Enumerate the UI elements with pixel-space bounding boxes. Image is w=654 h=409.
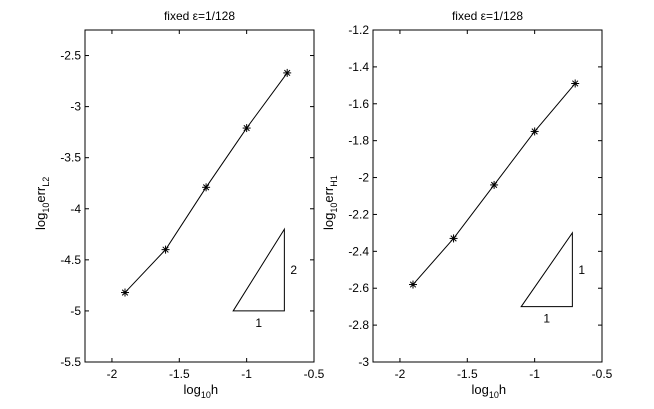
chart-1-x-tick-label: -1.5 bbox=[169, 367, 190, 381]
chart-1-marker-stroke bbox=[121, 289, 129, 296]
chart-1-y-axis-label: log10errL2 bbox=[33, 177, 51, 230]
chart-2-triangle-run-label: 1 bbox=[543, 312, 550, 326]
chart-1-x-tick-label: -0.5 bbox=[304, 367, 325, 381]
chart-2-marker-stroke bbox=[409, 281, 417, 288]
chart-1-y-tick-label: -4 bbox=[70, 202, 81, 216]
chart-2-y-axis-label: log10errH1 bbox=[321, 175, 339, 230]
chart-2-marker-stroke bbox=[572, 80, 579, 87]
chart-2-y-tick-label: -2.6 bbox=[348, 281, 369, 295]
chart-1-y-tick-label: -5 bbox=[70, 304, 81, 318]
chart-2-y-label-main: err bbox=[321, 186, 336, 203]
chart-2-y-tick-label: -2.2 bbox=[348, 207, 369, 221]
chart-2-data-point bbox=[571, 79, 580, 88]
chart-2-y-label-base: log bbox=[321, 213, 336, 230]
chart-1-marker-stroke bbox=[202, 184, 210, 191]
chart-2-y-tick-label: -2.8 bbox=[348, 318, 369, 332]
chart-2-y-tick-label: -1.2 bbox=[348, 23, 369, 37]
chart-2-y-tick-label: -3 bbox=[358, 355, 369, 369]
chart-1-data-point bbox=[121, 288, 130, 297]
chart-1-x-tick-label: -1 bbox=[241, 367, 252, 381]
chart-2-y-tick-label: -1.4 bbox=[348, 60, 369, 74]
chart-2-marker-stroke bbox=[490, 181, 498, 189]
chart-2-y-label-sub: 10 bbox=[329, 203, 339, 213]
chart-1-x-axis-label: log10h bbox=[184, 382, 219, 400]
chart-1-y-label-base: log bbox=[33, 213, 48, 230]
chart-1-group: fixed ε=1/128 -2 -1.5 -1 -0.5 -5.5 -5 -4.5 -4 -3.… bbox=[33, 9, 325, 400]
chart-1-x-label-main: h bbox=[211, 382, 218, 397]
chart-2-y-tick-label: -1.6 bbox=[348, 97, 369, 111]
chart-2-triangle-rise-label: 1 bbox=[578, 263, 585, 277]
chart-1-marker-stroke bbox=[284, 69, 291, 77]
chart-2-title: fixed ε=1/128 bbox=[452, 9, 523, 23]
chart-1-y-label-sub: 10 bbox=[41, 203, 51, 213]
chart-1-triangle-run-label: 1 bbox=[255, 316, 262, 330]
chart-1-triangle-rise-label: 2 bbox=[290, 263, 297, 277]
chart-2-data-point bbox=[409, 280, 418, 289]
chart-1-x-label-base: log bbox=[184, 382, 201, 397]
chart-1-data-point bbox=[202, 183, 211, 192]
chart-1-marker-stroke bbox=[243, 124, 250, 132]
chart-1-data-point bbox=[283, 68, 292, 77]
chart-2-y-label-sub2: H1 bbox=[329, 175, 339, 187]
chart-1-x-tick-label: -2 bbox=[107, 367, 118, 381]
chart-2-y-tick-label: -2 bbox=[358, 171, 369, 185]
chart-2-x-label-sub: 10 bbox=[489, 390, 499, 400]
chart-1-y-tick-label: -4.5 bbox=[60, 253, 81, 267]
chart-1-y-tick-label: -2.5 bbox=[60, 49, 81, 63]
chart-2-x-axis-label: log10h bbox=[472, 382, 507, 400]
chart-1-y-label-main: err bbox=[33, 186, 48, 203]
chart-2-marker-stroke bbox=[450, 235, 457, 242]
chart-2-x-tick-label: -2 bbox=[395, 367, 406, 381]
chart-1-y-tick-label: -3.5 bbox=[60, 151, 81, 165]
chart-2-data-point bbox=[530, 127, 539, 136]
chart-1-plot-frame bbox=[84, 29, 315, 363]
chart-1-y-label-sub2: L2 bbox=[41, 177, 51, 187]
chart-1-data-point bbox=[242, 124, 251, 133]
chart-1-slope-triangle bbox=[232, 227, 285, 312]
chart-1-data-point bbox=[161, 245, 170, 254]
chart-1-y-tick-label: -3 bbox=[70, 100, 81, 114]
chart-2-x-label-main: h bbox=[499, 382, 506, 397]
chart-1-y-tick-label: -5.5 bbox=[60, 355, 81, 369]
chart-2-x-tick-label: -1 bbox=[529, 367, 540, 381]
chart-2-slope-triangle bbox=[520, 231, 573, 308]
chart-2-data-point bbox=[449, 234, 458, 243]
chart-2-data-point bbox=[490, 180, 499, 189]
chart-1-series-line bbox=[124, 72, 288, 293]
chart-1-marker-stroke bbox=[162, 246, 169, 253]
chart-2-marker-stroke bbox=[531, 128, 538, 135]
chart-2-x-tick-label: -1.5 bbox=[457, 367, 478, 381]
chart-2-plot-frame bbox=[372, 29, 603, 363]
chart-2-y-tick-label: -1.8 bbox=[348, 134, 369, 148]
chart-1-title: fixed ε=1/128 bbox=[164, 9, 235, 23]
chart-2-group: fixed ε=1/128 -2 -1.5 -1 -0.5 -3 -2.8 -2.6 -2.4 -… bbox=[321, 9, 613, 400]
chart-2-x-label-base: log bbox=[472, 382, 489, 397]
chart-1-x-label-sub: 10 bbox=[201, 390, 211, 400]
chart-2-x-tick-label: -0.5 bbox=[592, 367, 613, 381]
chart-2-y-tick-label: -2.4 bbox=[348, 244, 369, 258]
